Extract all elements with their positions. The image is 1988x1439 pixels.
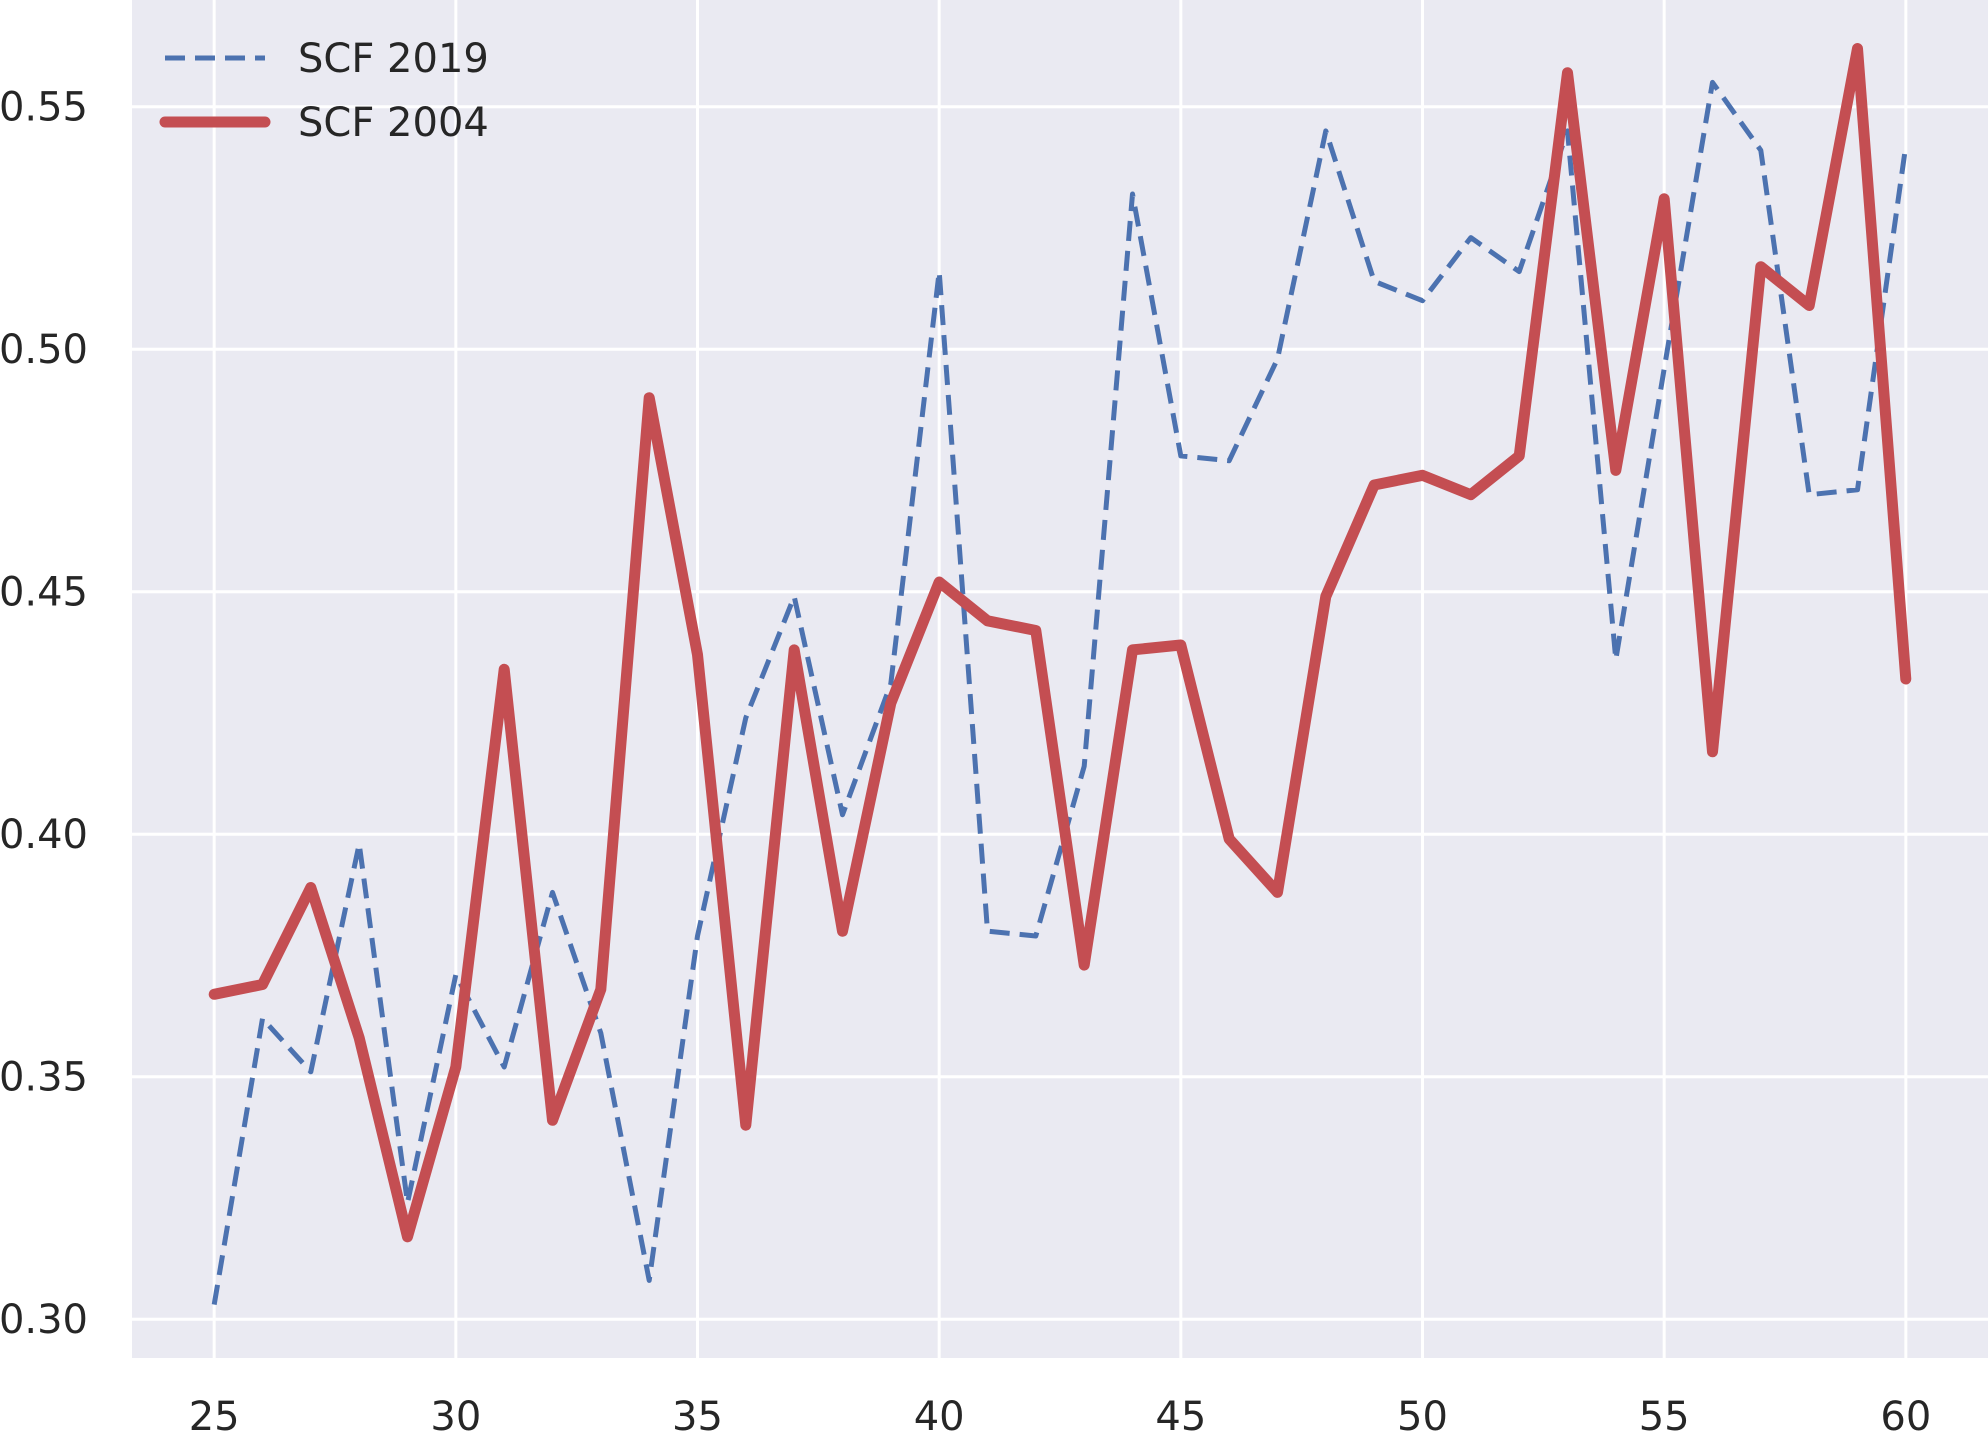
x-tick-label: 55 [1639, 1394, 1690, 1439]
y-tick-label: 0.35 [0, 1055, 88, 1101]
y-tick-label: 0.30 [0, 1297, 88, 1343]
x-tick-label: 60 [1880, 1394, 1931, 1439]
x-tick-label: 50 [1397, 1394, 1448, 1439]
series-lines [208, 43, 1912, 1306]
x-tick-label: 25 [189, 1394, 240, 1439]
legend-label: SCF 2019 [298, 36, 489, 82]
legend: SCF 2019 SCF 2004 [159, 36, 489, 146]
x-tick-label: 30 [430, 1394, 481, 1439]
legend-label: SCF 2004 [298, 100, 489, 146]
series-line-1 [211, 79, 1909, 1306]
y-tick-label: 0.55 [0, 85, 88, 131]
y-tick-label: 0.45 [0, 570, 88, 616]
y-tick-label: 0.40 [0, 812, 88, 858]
x-tick-label: 45 [1155, 1394, 1206, 1439]
y-axis-ticks: 0.30 0.35 0.40 0.45 0.50 0.55 [0, 85, 88, 1343]
x-tick-label: 35 [672, 1394, 723, 1439]
series-line-2 [208, 43, 1912, 1243]
y-tick-label: 0.50 [0, 327, 88, 373]
x-axis-ticks: 25 30 35 40 45 50 55 60 [189, 1394, 1932, 1439]
x-tick-label: 40 [914, 1394, 965, 1439]
